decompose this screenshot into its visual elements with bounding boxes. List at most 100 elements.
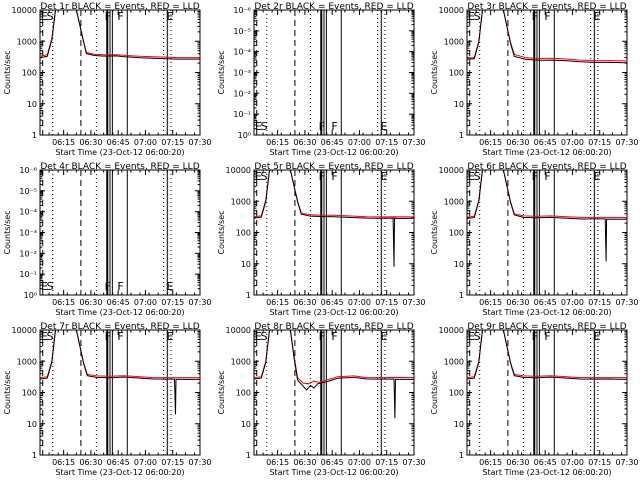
y-tick-label: 10⁻⁶: [19, 166, 37, 175]
panel-det-7: Det 7r BLACK = Events, RED = LLD Counts/s…: [3, 322, 212, 477]
y-tick-label: 10⁻⁴: [233, 48, 251, 57]
x-tick-label: 07:15: [375, 298, 398, 307]
event-flag-label: F: [117, 280, 123, 293]
x-tick-label: 07:00: [134, 458, 157, 467]
x-tick-label: 07:00: [561, 138, 584, 147]
y-tick-label: 10⁻¹: [19, 270, 37, 279]
y-axis-label: Counts/sec: [430, 370, 439, 414]
x-tick-label: 06:45: [107, 458, 130, 467]
y-tick-label: 100: [22, 389, 37, 398]
y-tick-label: 100: [22, 69, 37, 78]
x-axis-label: Start Time (23-Oct-12 06:00:20): [482, 148, 611, 157]
x-tick-label: 06:45: [534, 298, 557, 307]
x-tick-label: 07:15: [161, 298, 184, 307]
x-axis-label: Start Time (23-Oct-12 06:00:20): [269, 148, 398, 157]
y-tick-label: 10⁻⁵: [233, 27, 251, 36]
x-tick-label: 06:15: [52, 458, 75, 467]
event-flag-label: F: [544, 170, 550, 183]
x-tick-label: 06:15: [266, 298, 289, 307]
y-tick-label: 10000: [12, 326, 37, 335]
event-flag-label: E: [380, 170, 387, 183]
y-tick-label: 1000: [444, 197, 464, 206]
plot-frame: [466, 169, 628, 296]
y-tick-label: 10⁻²: [19, 249, 37, 258]
panel-title: Det 7r BLACK = Events, RED = LLD: [40, 322, 199, 332]
series-line-events: [253, 329, 415, 419]
y-tick-label: 100: [236, 389, 251, 398]
event-flag-label: E: [593, 330, 600, 343]
event-flag-label: E: [255, 120, 262, 133]
x-tick-label: 07:15: [588, 298, 611, 307]
panel-det-9: Det 9r BLACK = Events, RED = LLD Counts/s…: [430, 322, 639, 477]
x-tick-label: 06:45: [534, 138, 557, 147]
x-tick-label: 07:00: [348, 298, 371, 307]
event-flag-label: F: [105, 330, 111, 343]
x-tick-label: 07:00: [561, 458, 584, 467]
x-axis-label: Start Time (23-Oct-12 06:00:20): [269, 468, 398, 477]
x-axis-label: Start Time (23-Oct-12 06:00:20): [55, 148, 184, 157]
y-tick-label: 10: [454, 420, 464, 429]
x-tick-label: 07:30: [615, 138, 638, 147]
event-flag-label: E: [468, 330, 475, 343]
event-flag-label: F: [319, 330, 325, 343]
plot-frame: [39, 169, 201, 296]
x-tick-label: 07:00: [134, 138, 157, 147]
y-tick-label: 1000: [444, 37, 464, 46]
plot-frame: [253, 169, 415, 296]
event-flag-label: E: [380, 120, 387, 133]
x-tick-label: 06:30: [79, 298, 102, 307]
plot-frame: [39, 9, 201, 136]
y-tick-label: 1: [459, 131, 464, 140]
x-tick-label: 07:30: [402, 458, 425, 467]
x-tick-label: 07:30: [188, 298, 211, 307]
x-tick-label: 06:15: [266, 138, 289, 147]
panel-title: Det 2r BLACK = Events, RED = LLD: [254, 2, 413, 12]
series-line-events: [466, 329, 628, 380]
y-tick-label: 10000: [439, 326, 464, 335]
y-tick-label: 10: [454, 260, 464, 269]
x-tick-label: 06:30: [506, 298, 529, 307]
x-axis-label: Start Time (23-Oct-12 06:00:20): [55, 308, 184, 317]
event-flag-label: E: [41, 10, 48, 23]
plot-frame: [466, 9, 628, 136]
y-tick-label: 10: [27, 100, 37, 109]
x-axis-label: Start Time (23-Oct-12 06:00:20): [55, 468, 184, 477]
y-tick-label: 10000: [226, 326, 251, 335]
x-tick-label: 07:30: [188, 458, 211, 467]
panel-title: Det 8r BLACK = Events, RED = LLD: [254, 322, 413, 332]
y-tick-label: 10000: [439, 166, 464, 175]
event-flag-label: S: [46, 10, 53, 23]
series-line-events: [466, 169, 628, 262]
panel-title: Det 6r BLACK = Events, RED = LLD: [467, 162, 626, 172]
x-tick-label: 06:15: [479, 138, 502, 147]
panel-title: Det 5r BLACK = Events, RED = LLD: [254, 162, 413, 172]
event-flag-label: E: [41, 280, 48, 293]
event-flag-label: F: [105, 280, 111, 293]
y-tick-label: 10⁻²: [233, 89, 251, 98]
y-tick-label: 10⁻³: [19, 229, 37, 238]
event-flag-label: F: [331, 330, 337, 343]
event-flag-label: E: [255, 170, 262, 183]
panel-title: Det 9r BLACK = Events, RED = LLD: [467, 322, 626, 332]
x-tick-label: 07:00: [561, 298, 584, 307]
panel-title: Det 3r BLACK = Events, RED = LLD: [467, 2, 626, 12]
y-axis-label: Counts/sec: [217, 50, 226, 94]
x-tick-label: 06:45: [321, 458, 344, 467]
x-tick-label: 06:45: [534, 458, 557, 467]
x-tick-label: 07:15: [161, 458, 184, 467]
x-tick-label: 07:15: [588, 138, 611, 147]
plot-frame: [253, 329, 415, 456]
y-axis-label: Counts/sec: [430, 210, 439, 254]
y-tick-label: 1000: [231, 197, 251, 206]
x-tick-label: 07:30: [402, 298, 425, 307]
event-flag-label: E: [380, 330, 387, 343]
event-flag-label: S: [260, 170, 267, 183]
x-axis-label: Start Time (23-Oct-12 06:00:20): [482, 468, 611, 477]
event-flag-label: S: [46, 280, 53, 293]
panel-det-5: Det 5r BLACK = Events, RED = LLD Counts/s…: [217, 162, 426, 317]
y-tick-label: 1: [246, 291, 251, 300]
y-axis-label: Counts/sec: [3, 50, 12, 94]
panel-det-2: Det 2r BLACK = Events, RED = LLD Counts/s…: [217, 2, 426, 157]
event-flag-label: F: [532, 10, 538, 23]
event-flag-label: F: [331, 170, 337, 183]
